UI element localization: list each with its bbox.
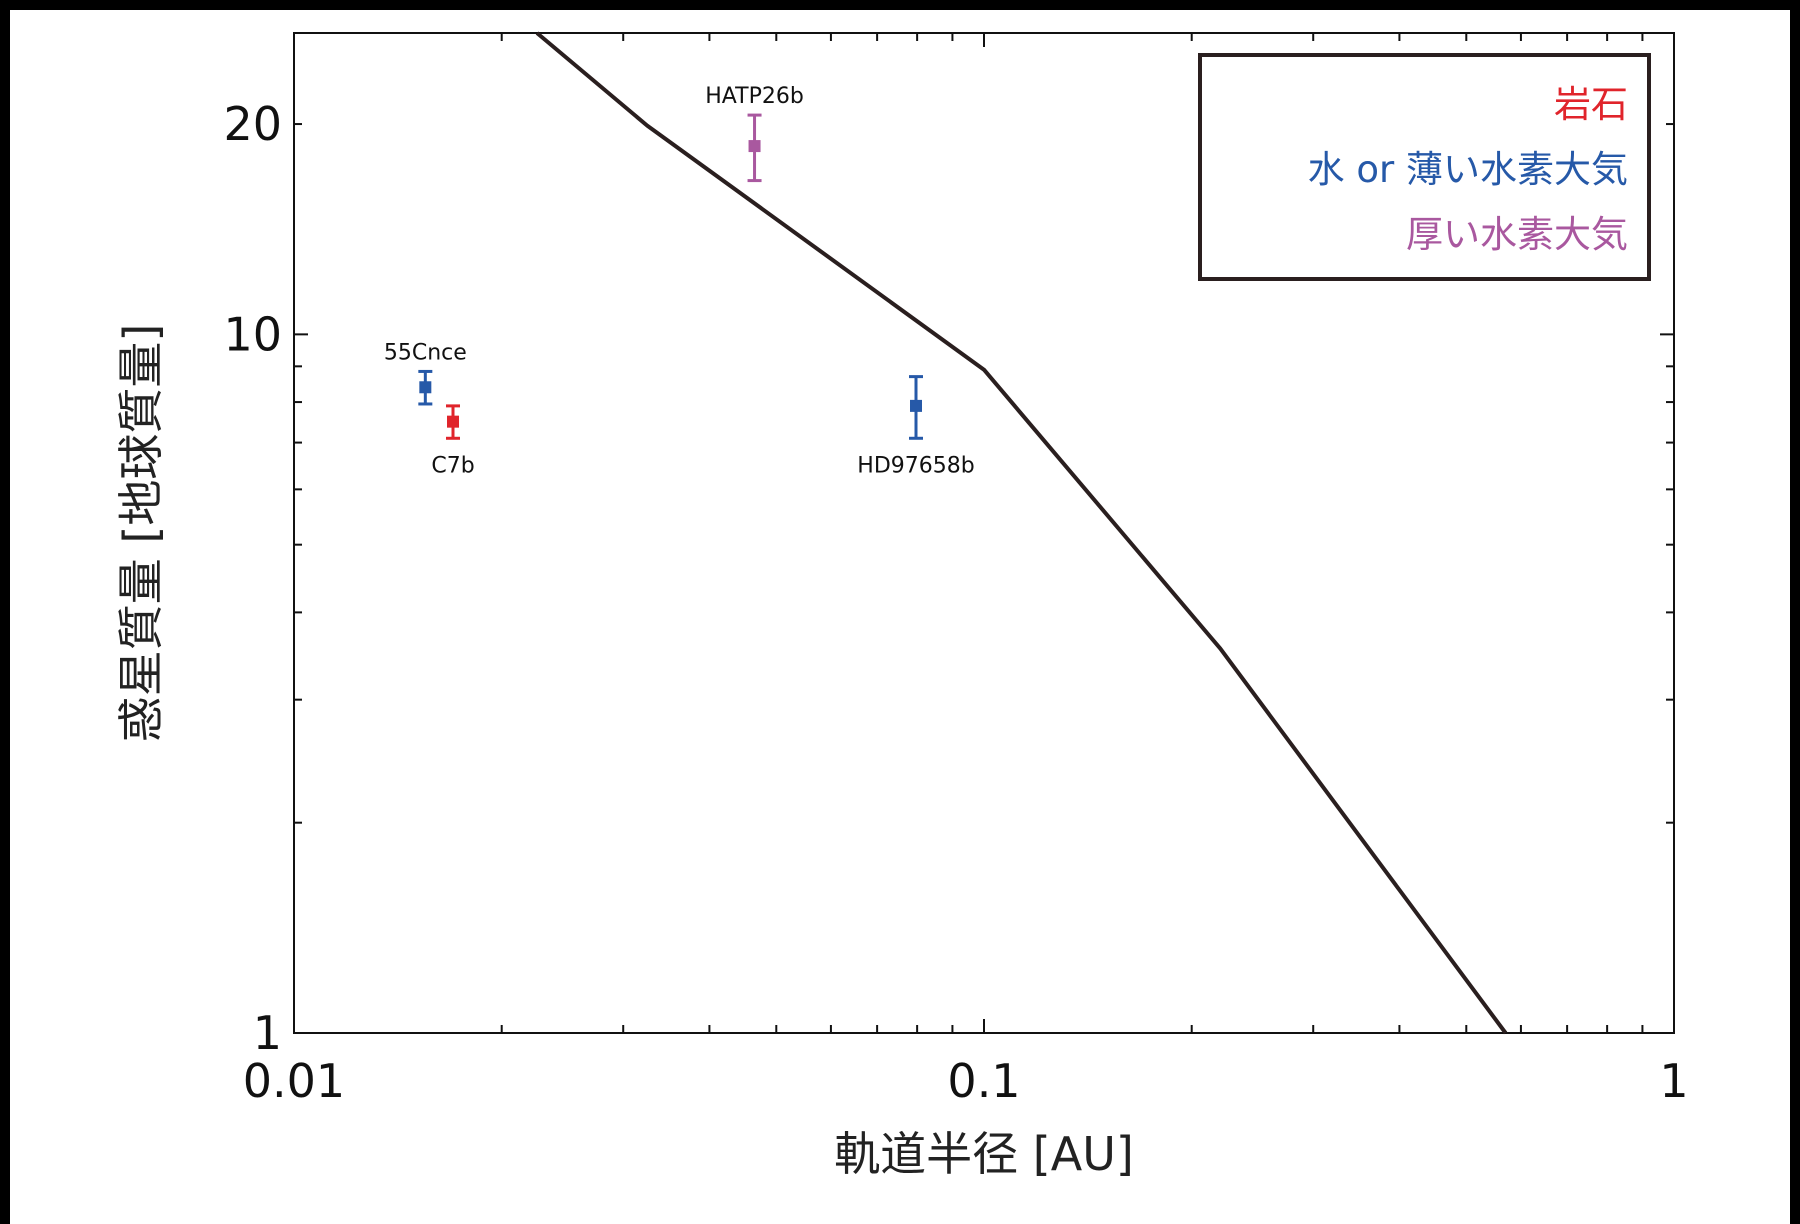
point-marker xyxy=(910,399,923,412)
y-tick-label: 10 xyxy=(223,307,282,361)
legend: 岩石 水 or 薄い水素大気 厚い水素大気 xyxy=(1198,53,1651,281)
y-tick-label: 1 xyxy=(253,1006,282,1060)
legend-box xyxy=(1198,53,1651,281)
y-axis-title: 惑星質量 [地球質量] xyxy=(114,324,168,743)
y-tick-label: 20 xyxy=(223,97,282,151)
data-point-HD97658b: HD97658b xyxy=(857,375,975,478)
ticks-layer: 0.01 0.1 1 1 10 20 xyxy=(223,33,1689,1108)
legend-item-water-thin-atmosphere: 水 or 薄い水素大気 xyxy=(1308,148,1628,191)
data-point-HATP26b: HATP26b xyxy=(705,84,804,183)
point-marker xyxy=(748,140,761,153)
data-point-C7b: C7b xyxy=(431,404,475,478)
boundary-layer xyxy=(535,31,1508,1035)
boundary-line xyxy=(535,31,1508,1035)
x-tick-label: 1 xyxy=(1659,1054,1688,1108)
x-tick-label: 0.01 xyxy=(243,1054,345,1108)
legend-item-thick-hydrogen-atmosphere: 厚い水素大気 xyxy=(1406,213,1628,256)
points-layer: 55Cnce C7b HATP26b HD97658b xyxy=(384,84,975,478)
point-label: 55Cnce xyxy=(384,340,467,365)
legend-item-rock: 岩石 xyxy=(1554,83,1628,126)
point-marker xyxy=(419,381,432,394)
point-label: HD97658b xyxy=(857,453,974,478)
point-label: HATP26b xyxy=(705,84,804,109)
data-point-55Cnce: 55Cnce xyxy=(384,340,467,406)
point-label: C7b xyxy=(431,453,474,478)
point-marker xyxy=(447,415,460,428)
x-axis-title: 軌道半径 [AU] xyxy=(834,1127,1134,1181)
chart: 0.01 0.1 1 1 10 20 55Cnce C7b HATP26b HD97658b 軌… xyxy=(114,31,1689,1181)
x-tick-label: 0.1 xyxy=(947,1054,1020,1108)
figure: 0.01 0.1 1 1 10 20 55Cnce C7b HATP26b HD97658b 軌… xyxy=(10,10,1790,1224)
